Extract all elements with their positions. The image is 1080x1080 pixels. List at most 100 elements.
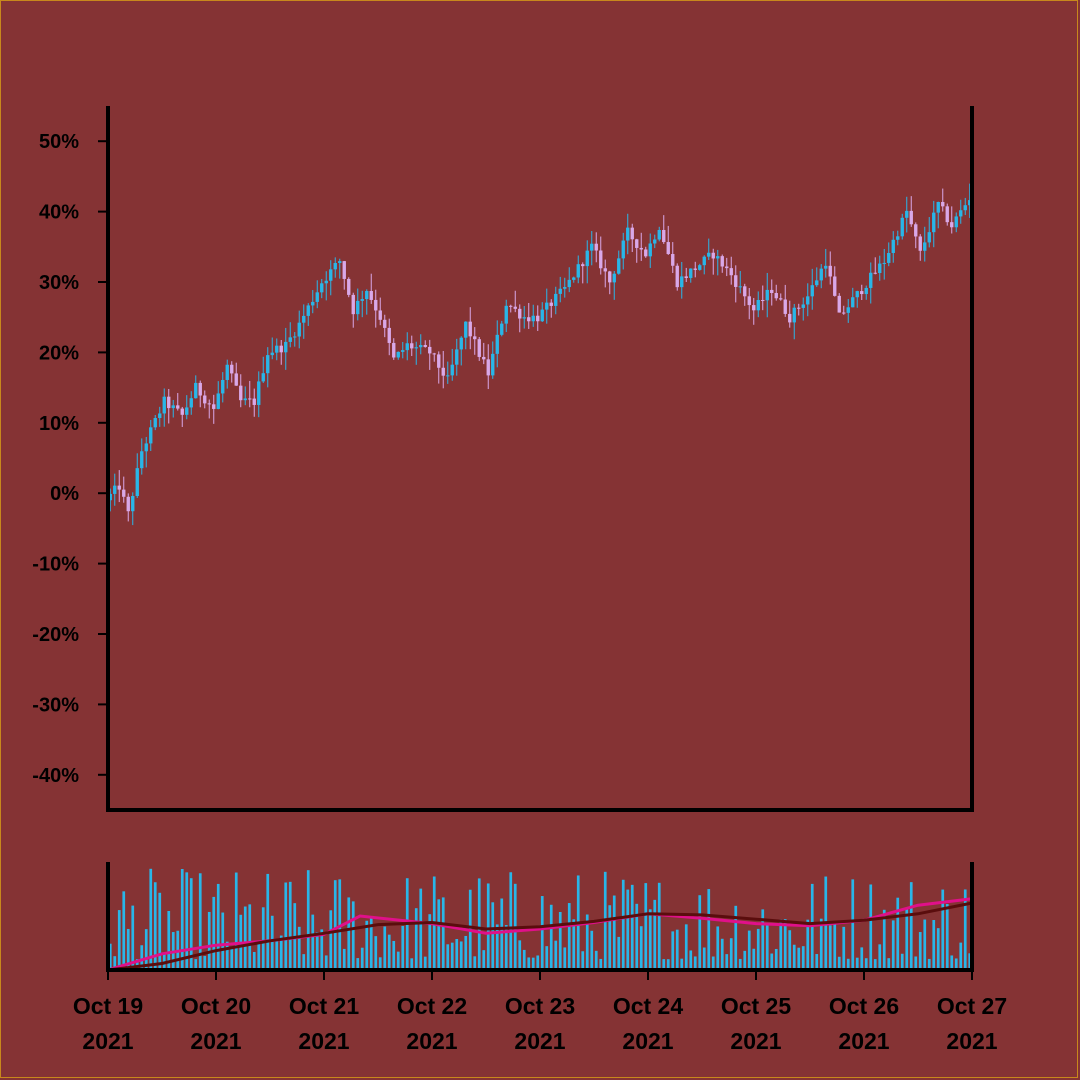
volume-bar: [837, 956, 841, 970]
candle: [252, 388, 256, 417]
candle-body: [617, 258, 621, 274]
volume-bar: [527, 957, 531, 970]
volume-bar: [747, 930, 751, 970]
candle-body: [126, 496, 130, 512]
volume-bar: [626, 889, 630, 970]
volume-bar: [855, 957, 859, 970]
volume-bar: [792, 944, 796, 970]
candle: [959, 199, 963, 224]
candle-body: [261, 373, 265, 382]
y-tick-label: -40%: [32, 765, 79, 787]
candle: [576, 255, 580, 284]
candle-body: [221, 379, 225, 394]
volume-bar: [869, 884, 873, 970]
candle-body: [288, 337, 292, 342]
y-tick-label: 0%: [50, 483, 79, 505]
candle: [473, 327, 477, 355]
y-tick-label: -20%: [32, 624, 79, 646]
candle-body: [500, 323, 504, 335]
candle-body: [639, 247, 643, 250]
candle-body: [729, 268, 733, 276]
candle: [954, 212, 958, 233]
candle: [342, 260, 346, 290]
candle: [423, 340, 427, 348]
volume-bar: [630, 884, 634, 970]
volume-bar: [473, 956, 477, 970]
volume-bar: [882, 909, 886, 970]
candle-body: [738, 286, 742, 288]
candle-body: [707, 252, 711, 257]
candle: [356, 288, 360, 321]
candle: [932, 200, 936, 248]
candle-body: [248, 398, 252, 400]
candle-body: [909, 210, 913, 225]
candle-body: [684, 276, 688, 278]
volume-bar: [306, 870, 310, 970]
volume-bar: [648, 909, 652, 970]
candle: [459, 336, 463, 366]
volume-bar: [284, 882, 288, 970]
volume-bar: [891, 920, 895, 970]
volume-bar: [149, 868, 153, 970]
volume-bar: [833, 922, 837, 970]
volume-bar: [144, 929, 148, 970]
volume-bar: [567, 903, 571, 970]
candle-body: [329, 269, 333, 281]
candle-body: [518, 308, 522, 319]
volume-bar: [599, 958, 603, 970]
candle: [495, 320, 499, 368]
volume-bar: [887, 958, 891, 970]
candle: [689, 268, 693, 283]
candle: [347, 277, 351, 298]
volume-bar: [491, 902, 495, 970]
volume-bar: [486, 883, 490, 970]
candle: [297, 310, 301, 349]
volume-bar: [923, 919, 927, 970]
candle-body: [554, 293, 558, 306]
volume-bar: [194, 959, 198, 970]
candle-body: [855, 291, 859, 298]
candle: [896, 230, 900, 246]
candle: [446, 361, 450, 384]
candle-body: [842, 312, 846, 314]
candle: [963, 197, 967, 216]
volume-bar: [927, 958, 931, 970]
candle-body: [594, 243, 598, 251]
volume-bar: [729, 938, 733, 970]
candle-body: [806, 296, 810, 305]
y-axis-ticks: -40% -30% -20% -10% 0% 10% 20% 30% 40% 50%: [32, 131, 108, 787]
candle: [531, 304, 535, 327]
volume-bar: [392, 940, 396, 970]
candle-body: [585, 250, 589, 267]
candle: [752, 297, 756, 325]
volume-bar: [153, 882, 157, 970]
volume-bar: [455, 939, 459, 970]
candle-body: [216, 393, 220, 409]
candle: [779, 293, 783, 301]
candle: [716, 249, 720, 276]
candle-body: [369, 291, 373, 300]
candle: [365, 289, 369, 315]
volume-bar: [324, 955, 328, 970]
candle-body: [743, 286, 747, 297]
volume-bar: [549, 904, 553, 970]
candle: [657, 226, 661, 242]
volume-bar: [401, 925, 405, 970]
candle: [684, 267, 688, 283]
candle-body: [527, 317, 531, 322]
volume-bar: [495, 924, 499, 970]
volume-bar: [378, 957, 382, 970]
candle-body: [486, 359, 490, 376]
volume-bar: [198, 873, 202, 970]
candle: [797, 303, 801, 316]
candle: [432, 352, 436, 362]
candle: [176, 393, 180, 411]
candle-body: [770, 289, 774, 294]
volume-bar: [117, 910, 121, 970]
candle-body: [162, 396, 166, 414]
volume-bar: [797, 947, 801, 970]
volume-bar: [275, 938, 279, 970]
candle: [500, 320, 504, 337]
volume-bar: [203, 955, 207, 970]
candle-body: [567, 279, 571, 288]
